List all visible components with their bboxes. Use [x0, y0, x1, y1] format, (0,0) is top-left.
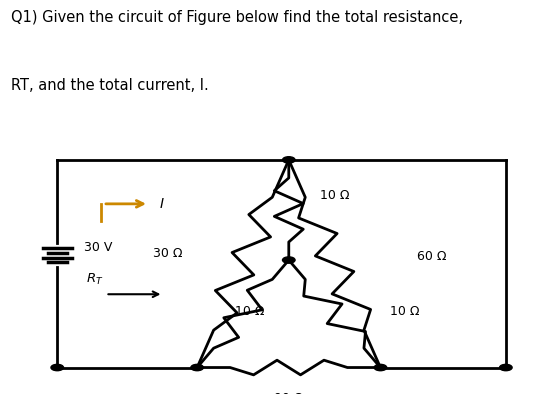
Text: Q1) Given the circuit of Figure below find the total resistance,: Q1) Given the circuit of Figure below fi…	[11, 10, 463, 25]
Text: 10 Ω: 10 Ω	[390, 305, 420, 318]
Text: RT, and the total current, I.: RT, and the total current, I.	[11, 78, 209, 93]
Circle shape	[282, 157, 295, 163]
Circle shape	[282, 257, 295, 263]
Text: 90 Ω: 90 Ω	[274, 392, 304, 394]
Text: 60 Ω: 60 Ω	[417, 250, 446, 263]
Text: $I$: $I$	[158, 197, 164, 211]
Circle shape	[500, 364, 512, 371]
Circle shape	[191, 364, 203, 371]
Text: 30 Ω: 30 Ω	[153, 247, 183, 260]
Text: 10 Ω: 10 Ω	[235, 305, 264, 318]
Text: 10 Ω: 10 Ω	[320, 189, 350, 202]
Circle shape	[51, 364, 63, 371]
Text: $R_T$: $R_T$	[86, 272, 104, 287]
Text: 30 V: 30 V	[84, 242, 112, 254]
Circle shape	[374, 364, 386, 371]
